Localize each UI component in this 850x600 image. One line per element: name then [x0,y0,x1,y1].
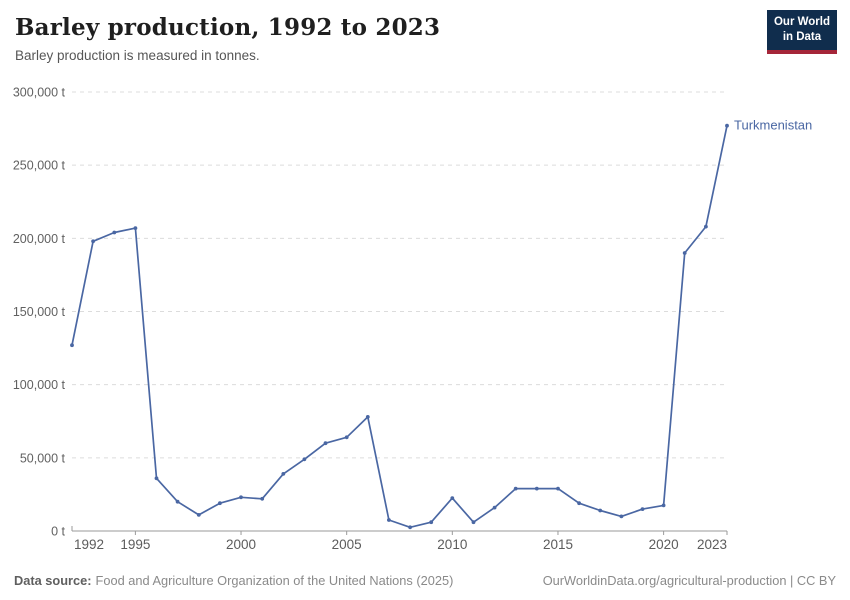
chart-footer: Data source: Food and Agriculture Organiz… [14,573,836,588]
data-point[interactable] [302,457,307,462]
data-point[interactable] [323,441,328,446]
data-point[interactable] [196,513,201,517]
owid-logo-line1: Our World [773,16,830,28]
y-axis-tick-label: 150,000 t [13,305,66,319]
data-point[interactable] [260,496,265,501]
data-point[interactable] [556,486,560,491]
data-point[interactable] [725,123,729,128]
chart-subtitle: Barley production is measured in tonnes. [15,48,260,63]
chart-header: Barley production, 1992 to 2023 Barley p… [15,14,740,63]
data-source-label: Data source: [14,573,92,588]
y-axis-tick-label: 50,000 t [20,451,66,465]
data-point[interactable] [70,343,74,348]
data-point[interactable] [387,518,391,522]
owid-logo[interactable]: Our World in Data [766,10,837,54]
data-point[interactable] [598,508,603,513]
data-point[interactable] [619,514,624,519]
data-point[interactable] [408,525,412,530]
data-point[interactable] [281,472,286,476]
data-point[interactable] [154,476,159,481]
x-axis-tick-label: 1992 [74,537,104,552]
data-point[interactable] [577,501,581,506]
data-point[interactable] [450,496,455,500]
data-point[interactable] [91,239,95,244]
data-point[interactable] [492,505,497,510]
data-point[interactable] [239,495,243,500]
owid-logo-line2: in Data [782,30,822,43]
y-axis-tick-label: 250,000 t [13,159,66,173]
data-source: Data source: Food and Agriculture Organiz… [14,573,453,588]
data-point[interactable] [471,520,476,525]
x-axis: 1992 1995 2000 2005 2010 2015 2020 2023 [71,526,728,552]
data-point[interactable] [513,486,518,491]
x-axis-tick-label: 2000 [226,537,256,552]
data-point[interactable] [661,503,666,508]
gridlines [72,91,727,459]
data-point[interactable] [112,230,117,235]
series-group: Turkmenistan [70,118,812,530]
data-point[interactable] [133,226,138,231]
x-axis-tick-label: 2015 [543,537,573,552]
x-axis-tick-label: 2010 [437,537,467,552]
x-axis-tick-label: 2023 [697,537,727,552]
chart-title: Barley production, 1992 to 2023 [15,14,441,41]
y-axis-tick-label: 100,000 t [13,378,66,392]
y-axis-labels: 0 t 50,000 t 100,000 t 150,000 t 200,000 t 25… [13,86,66,539]
x-axis-tick-label: 1995 [120,537,150,552]
data-point[interactable] [175,499,180,504]
data-point[interactable] [344,435,349,440]
y-axis-tick-label: 0 t [51,525,65,539]
series-label[interactable]: Turkmenistan [734,118,812,133]
data-point[interactable] [218,501,222,506]
data-source-text: Food and Agriculture Organization of the… [95,573,454,588]
data-point[interactable] [534,486,539,491]
data-point[interactable] [682,251,687,255]
data-point[interactable] [429,520,434,525]
x-axis-tick-label: 2005 [332,537,362,552]
y-axis-tick-label: 200,000 t [13,232,66,246]
series-line-turkmenistan[interactable] [71,124,728,529]
data-point[interactable] [365,415,370,419]
credit-link[interactable]: OurWorldinData.org/agricultural-producti… [542,573,836,588]
x-axis-tick-label: 2020 [649,537,679,552]
y-axis-tick-label: 300,000 t [13,86,66,100]
data-point[interactable] [704,224,708,229]
data-point[interactable] [640,507,645,511]
